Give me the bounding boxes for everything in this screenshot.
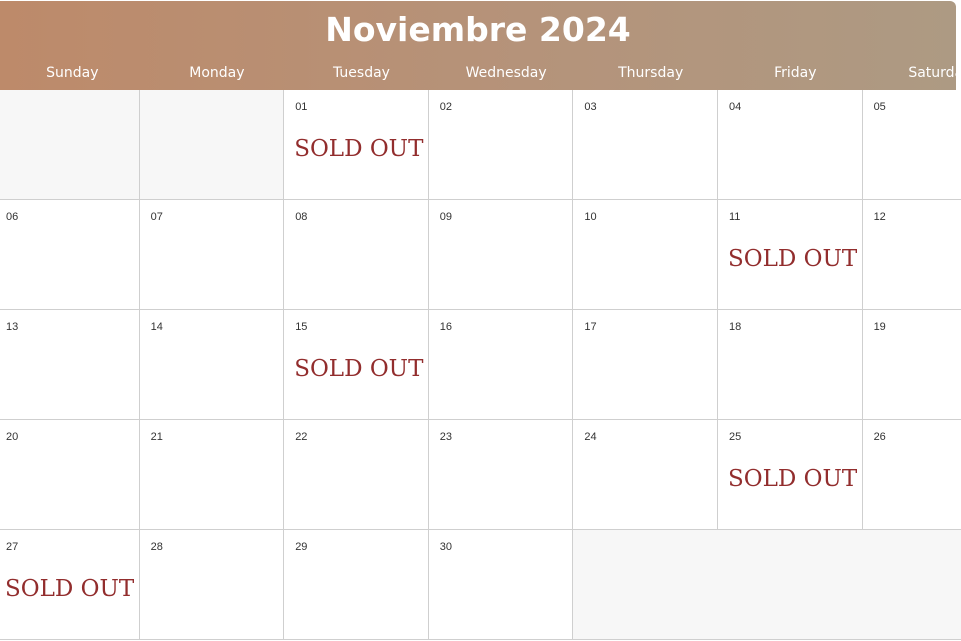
- sold-out-label: SOLD OUT: [294, 136, 424, 162]
- calendar-grid: 01 SOLD OUT 02 03 04 05 06 07 08 09 10 11 SOLD OUT 12…: [0, 90, 961, 640]
- day-of-week-saturday: Saturday: [908, 65, 956, 81]
- day-cell-20[interactable]: 20: [0, 420, 140, 530]
- day-cell-23[interactable]: 23: [428, 420, 574, 530]
- day-cell-19[interactable]: 19: [862, 310, 961, 420]
- day-number: 10: [584, 211, 597, 223]
- day-cell-29[interactable]: 29: [284, 530, 429, 640]
- month-title: Noviembre 2024: [325, 10, 631, 49]
- calendar-header: Noviembre 2024 Sunday Monday Tuesday Wednes…: [0, 1, 956, 90]
- day-cell-15[interactable]: 15 SOLD OUT: [284, 310, 429, 420]
- day-number: 08: [295, 211, 308, 223]
- day-cell-08[interactable]: 08: [284, 200, 429, 310]
- day-cell-22[interactable]: 22: [284, 420, 429, 530]
- week-row: 20 21 22 23 24 25 SOLD OUT 26: [0, 420, 961, 530]
- day-number: 19: [873, 321, 886, 333]
- day-number: 13: [6, 321, 19, 333]
- sold-out-label: SOLD OUT: [727, 466, 858, 492]
- day-number: 01: [295, 101, 308, 113]
- day-number: 28: [150, 541, 163, 553]
- day-of-week-tuesday: Tuesday: [333, 65, 390, 81]
- day-of-week-friday: Friday: [774, 65, 817, 81]
- day-cell-05[interactable]: 05: [862, 90, 961, 200]
- day-cell-14[interactable]: 14: [139, 310, 285, 420]
- empty-day-cell: [139, 90, 285, 200]
- day-cell-28[interactable]: 28: [139, 530, 285, 640]
- week-row: 27 SOLD OUT 28 29 30: [0, 530, 961, 640]
- week-row: 06 07 08 09 10 11 SOLD OUT 12: [0, 200, 961, 310]
- day-cell-12[interactable]: 12: [862, 200, 961, 310]
- day-number: 22: [295, 431, 308, 443]
- day-number: 21: [150, 431, 163, 443]
- day-of-week-sunday: Sunday: [46, 65, 99, 81]
- day-cell-18[interactable]: 18: [717, 310, 863, 420]
- week-row: 01 SOLD OUT 02 03 04 05: [0, 90, 961, 200]
- day-number: 18: [728, 321, 742, 333]
- day-number: 20: [6, 431, 19, 443]
- day-number: 11: [728, 211, 741, 223]
- empty-day-cell: [0, 90, 140, 200]
- day-number: 03: [584, 101, 597, 113]
- day-cell-09[interactable]: 09: [428, 200, 574, 310]
- sold-out-label: SOLD OUT: [294, 356, 424, 382]
- day-of-week-monday: Monday: [189, 65, 245, 81]
- day-cell-07[interactable]: 07: [139, 200, 285, 310]
- day-cell-01[interactable]: 01 SOLD OUT: [284, 90, 429, 200]
- day-number: 12: [873, 211, 886, 223]
- day-cell-17[interactable]: 17: [573, 310, 718, 420]
- empty-day-cell: [573, 530, 718, 640]
- day-cell-21[interactable]: 21: [139, 420, 285, 530]
- day-of-week-thursday: Thursday: [618, 65, 684, 81]
- week-row: 13 14 15 SOLD OUT 16 17 18 19: [0, 310, 961, 420]
- day-cell-26[interactable]: 26: [862, 420, 961, 530]
- day-number: 27: [6, 541, 19, 553]
- day-cell-04[interactable]: 04: [717, 90, 863, 200]
- day-cell-30[interactable]: 30: [428, 530, 574, 640]
- day-number: 17: [584, 321, 597, 333]
- day-cell-11[interactable]: 11 SOLD OUT: [717, 200, 863, 310]
- day-cell-10[interactable]: 10: [573, 200, 718, 310]
- day-cell-13[interactable]: 13: [0, 310, 140, 420]
- day-number: 04: [728, 101, 742, 113]
- day-number: 09: [439, 211, 453, 223]
- day-number: 05: [873, 101, 886, 113]
- day-number: 16: [439, 321, 453, 333]
- day-number: 14: [150, 321, 163, 333]
- empty-day-cell: [862, 530, 961, 640]
- day-number: 29: [295, 541, 308, 553]
- day-cell-25[interactable]: 25 SOLD OUT: [717, 420, 863, 530]
- day-number: 15: [295, 321, 308, 333]
- day-number: 02: [439, 101, 453, 113]
- day-number: 23: [439, 431, 453, 443]
- day-number: 30: [439, 541, 453, 553]
- sold-out-label: SOLD OUT: [5, 576, 135, 602]
- day-number: 06: [6, 211, 19, 223]
- day-cell-24[interactable]: 24: [573, 420, 718, 530]
- day-number: 24: [584, 431, 597, 443]
- day-number: 07: [150, 211, 163, 223]
- day-number: 26: [873, 431, 886, 443]
- day-cell-06[interactable]: 06: [0, 200, 140, 310]
- day-number: 25: [728, 431, 742, 443]
- day-cell-27[interactable]: 27 SOLD OUT: [0, 530, 140, 640]
- day-of-week-wednesday: Wednesday: [465, 65, 547, 81]
- day-cell-02[interactable]: 02: [428, 90, 574, 200]
- day-cell-03[interactable]: 03: [573, 90, 718, 200]
- day-cell-16[interactable]: 16: [428, 310, 574, 420]
- empty-day-cell: [717, 530, 863, 640]
- sold-out-label: SOLD OUT: [727, 246, 858, 272]
